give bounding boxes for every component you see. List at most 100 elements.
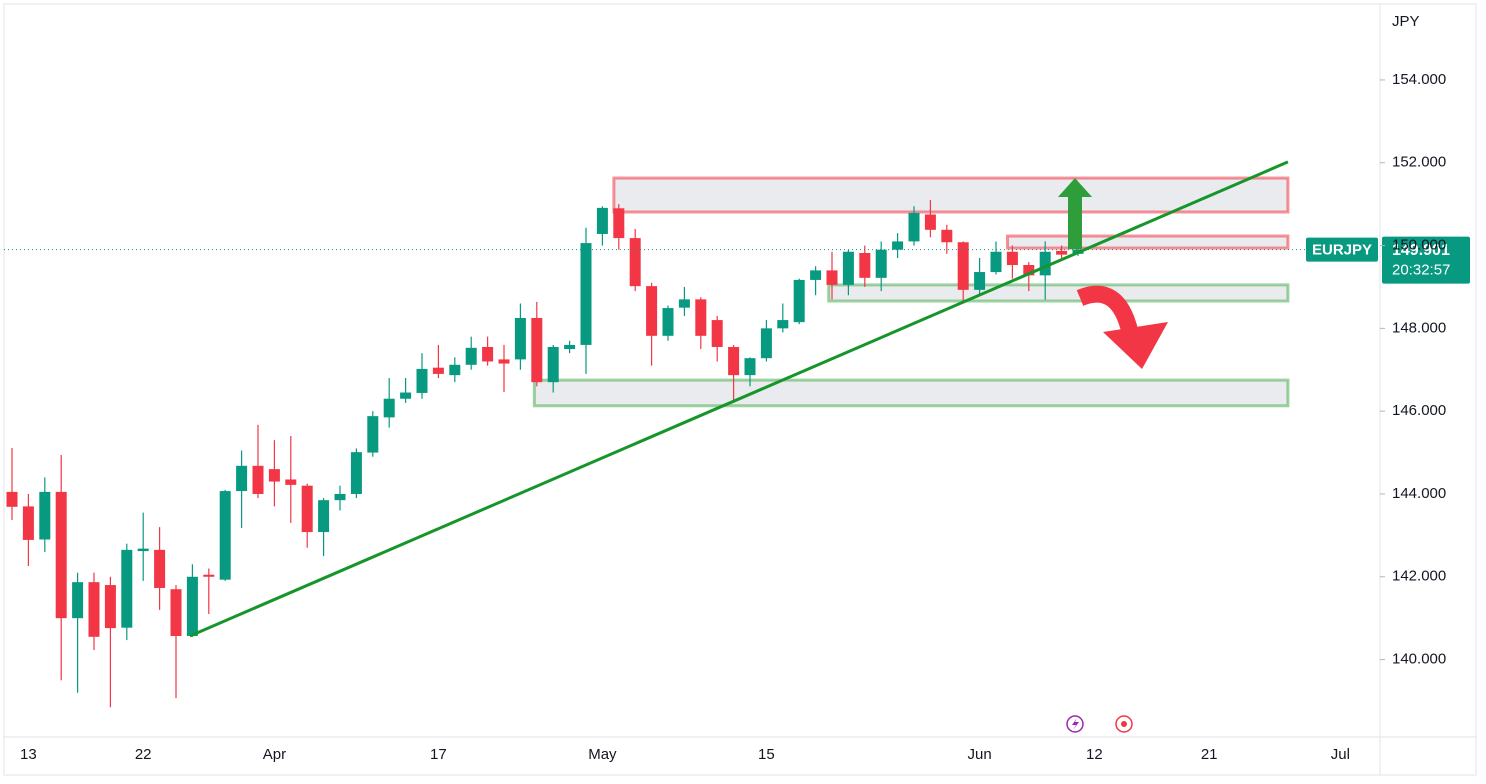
x-tick-label: 17 bbox=[430, 746, 447, 763]
y-tick-label: 140.000 bbox=[1392, 651, 1446, 668]
candle-body bbox=[1056, 250, 1068, 255]
zone bbox=[1005, 234, 1290, 250]
y-tick-label: 150.000 bbox=[1392, 237, 1446, 254]
y-tick-label: 146.000 bbox=[1392, 402, 1446, 419]
candle-body bbox=[170, 589, 182, 636]
candle-body bbox=[580, 243, 592, 345]
candle-body bbox=[72, 582, 84, 619]
zone bbox=[532, 378, 1290, 408]
candle-body bbox=[892, 241, 904, 250]
candle-body bbox=[646, 286, 658, 336]
up-arrow-head bbox=[1058, 178, 1092, 197]
candle-body bbox=[826, 270, 838, 285]
x-tick-label: Jul bbox=[1331, 746, 1350, 763]
event-icon-dot bbox=[1121, 721, 1127, 727]
candle-body bbox=[268, 469, 280, 482]
candle-body bbox=[564, 344, 576, 350]
candle-body bbox=[842, 251, 854, 285]
candle-body bbox=[432, 367, 444, 374]
candle-body bbox=[285, 479, 297, 485]
candle-body bbox=[908, 212, 920, 242]
candle-body bbox=[744, 358, 756, 376]
price-badge bbox=[1382, 236, 1470, 284]
candle-body bbox=[121, 549, 133, 628]
x-tick-label: 21 bbox=[1201, 746, 1218, 763]
candle-body bbox=[613, 208, 625, 239]
down-arrow bbox=[1076, 285, 1168, 369]
candle-body bbox=[482, 346, 494, 362]
y-tick-label: 142.000 bbox=[1392, 568, 1446, 585]
candle-body bbox=[39, 491, 51, 540]
candle-body bbox=[531, 318, 543, 383]
up-arrow bbox=[1058, 178, 1092, 249]
candle-body bbox=[301, 485, 313, 533]
x-tick-label: 22 bbox=[135, 746, 152, 763]
trendline bbox=[189, 160, 1289, 638]
candle-body bbox=[728, 346, 740, 376]
candle-body bbox=[383, 398, 395, 418]
candle-body bbox=[662, 308, 674, 336]
candle-body bbox=[252, 465, 264, 494]
candle-body bbox=[367, 416, 379, 453]
candle-body bbox=[55, 491, 67, 619]
event-icons bbox=[1066, 715, 1133, 733]
candle-body bbox=[1039, 251, 1051, 276]
chart-frame bbox=[3, 3, 1477, 776]
candle-body bbox=[596, 207, 608, 234]
candle-body bbox=[875, 249, 887, 278]
candle-body bbox=[859, 253, 871, 278]
candle-body bbox=[810, 270, 822, 280]
candle-body bbox=[941, 229, 953, 243]
candle-body bbox=[514, 318, 526, 360]
candle-body bbox=[22, 506, 34, 540]
candle-body bbox=[629, 238, 641, 287]
symbol-badge bbox=[1306, 237, 1378, 262]
candle-body bbox=[219, 491, 231, 580]
candle-body bbox=[990, 251, 1002, 273]
x-tick-label: 13 bbox=[20, 746, 37, 763]
candle-body bbox=[350, 452, 362, 494]
candle-body bbox=[924, 214, 936, 230]
x-tick-label: Apr bbox=[263, 746, 286, 763]
candle-body bbox=[203, 574, 215, 577]
candle-body bbox=[137, 548, 149, 552]
last-price-label: 149.901 bbox=[1392, 242, 1450, 259]
countdown-label: 20:32:57 bbox=[1392, 262, 1450, 279]
candle-body bbox=[547, 346, 559, 383]
x-tick-label: May bbox=[588, 746, 617, 763]
down-arrow-shaft bbox=[1076, 285, 1139, 335]
x-tick-label: Jun bbox=[968, 746, 992, 763]
x-tick-label: 12 bbox=[1086, 746, 1103, 763]
y-tick-label: 148.000 bbox=[1392, 319, 1446, 336]
symbol-label: EURJPY bbox=[1312, 242, 1372, 259]
candles-layer bbox=[6, 200, 1084, 708]
candle-body bbox=[154, 549, 166, 588]
event-icon-bolt bbox=[1072, 718, 1079, 730]
candle-body bbox=[793, 279, 805, 323]
candle-body bbox=[498, 359, 510, 364]
y-tick-label: 152.000 bbox=[1392, 154, 1446, 171]
candle-body bbox=[334, 493, 346, 501]
candle-body bbox=[711, 320, 723, 347]
candle-body bbox=[104, 585, 116, 629]
candle-body bbox=[777, 320, 789, 329]
x-tick-label: 15 bbox=[758, 746, 775, 763]
candle-body bbox=[760, 328, 772, 359]
candle-body bbox=[6, 491, 18, 507]
candle-body bbox=[1006, 251, 1018, 266]
down-arrow-head bbox=[1103, 322, 1168, 369]
candle-body bbox=[465, 347, 477, 365]
currency-label: JPY bbox=[1392, 13, 1420, 30]
candle-body bbox=[88, 582, 100, 637]
y-tick-label: 154.000 bbox=[1392, 71, 1446, 88]
candle-body bbox=[416, 368, 428, 393]
candle-body bbox=[449, 364, 461, 376]
overlay-layer: EURJPY 149.901 20:32:57 bbox=[4, 160, 1470, 638]
zone bbox=[612, 176, 1290, 214]
up-arrow-shaft bbox=[1068, 195, 1082, 249]
zone bbox=[827, 283, 1290, 303]
candle-body bbox=[1023, 265, 1035, 276]
candle-body bbox=[695, 299, 707, 336]
